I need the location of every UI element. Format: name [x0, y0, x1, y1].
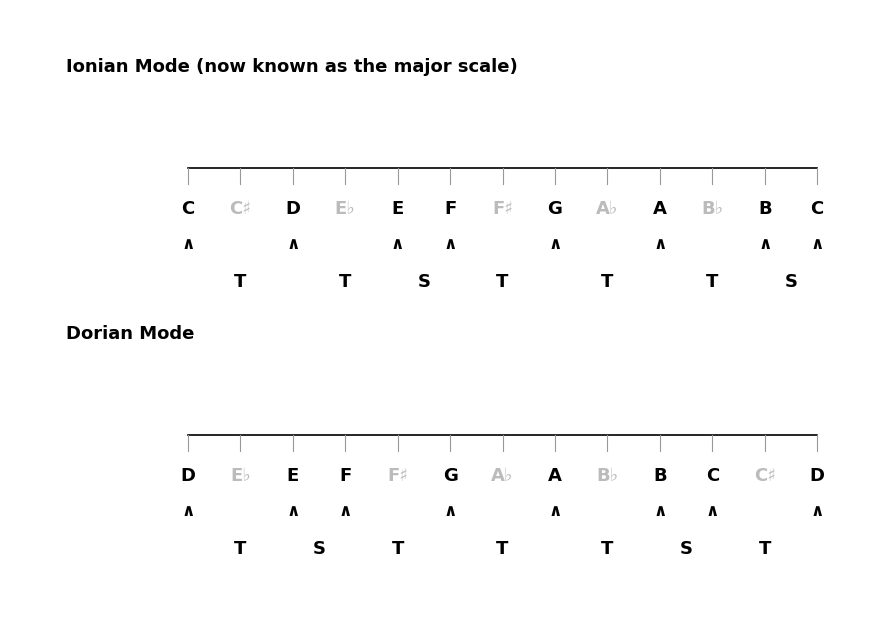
Text: ∧: ∧ — [653, 502, 667, 519]
Text: ∧: ∧ — [810, 235, 824, 253]
Text: C♯: C♯ — [229, 200, 252, 218]
Text: D: D — [809, 467, 825, 485]
Text: T: T — [601, 540, 614, 558]
Text: E: E — [287, 467, 299, 485]
Text: ∧: ∧ — [391, 235, 405, 253]
Text: T: T — [234, 273, 246, 291]
Text: ∧: ∧ — [653, 235, 667, 253]
Text: A: A — [548, 467, 562, 485]
Text: A♭: A♭ — [491, 467, 514, 485]
Text: C: C — [181, 200, 195, 218]
Text: F: F — [444, 200, 456, 218]
Text: S: S — [418, 273, 430, 291]
Text: D: D — [180, 467, 196, 485]
Text: E♭: E♭ — [230, 467, 251, 485]
Text: T: T — [496, 273, 509, 291]
Text: ∧: ∧ — [338, 502, 352, 519]
Text: A♭: A♭ — [596, 200, 619, 218]
Text: ∧: ∧ — [758, 235, 772, 253]
Text: G: G — [547, 200, 563, 218]
Text: T: T — [339, 273, 351, 291]
Text: C: C — [705, 467, 719, 485]
Text: G: G — [442, 467, 458, 485]
Text: ∧: ∧ — [548, 235, 562, 253]
Text: C: C — [810, 200, 824, 218]
Text: ∧: ∧ — [443, 502, 457, 519]
Text: T: T — [759, 540, 771, 558]
Text: ∧: ∧ — [548, 502, 562, 519]
Text: F♯: F♯ — [492, 200, 513, 218]
Text: B♭: B♭ — [701, 200, 724, 218]
Text: T: T — [706, 273, 718, 291]
Text: ∧: ∧ — [286, 235, 300, 253]
Text: Dorian Mode: Dorian Mode — [66, 325, 194, 343]
Text: T: T — [234, 540, 246, 558]
Text: T: T — [496, 540, 509, 558]
Text: ∧: ∧ — [286, 502, 300, 519]
Text: ∧: ∧ — [810, 502, 824, 519]
Text: B: B — [653, 467, 667, 485]
Text: T: T — [392, 540, 404, 558]
Text: S: S — [785, 273, 797, 291]
Text: C♯: C♯ — [753, 467, 776, 485]
Text: ∧: ∧ — [181, 235, 195, 253]
Text: D: D — [285, 200, 301, 218]
Text: F♯: F♯ — [387, 467, 408, 485]
Text: F: F — [339, 467, 351, 485]
Text: ∧: ∧ — [181, 502, 195, 519]
Text: S: S — [680, 540, 692, 558]
Text: T: T — [601, 273, 614, 291]
Text: E: E — [392, 200, 404, 218]
Text: E♭: E♭ — [335, 200, 356, 218]
Text: A: A — [653, 200, 667, 218]
Text: Ionian Mode (now known as the major scale): Ionian Mode (now known as the major scal… — [66, 58, 517, 76]
Text: S: S — [313, 540, 325, 558]
Text: B: B — [758, 200, 772, 218]
Text: B♭: B♭ — [596, 467, 619, 485]
Text: ∧: ∧ — [705, 502, 719, 519]
Text: ∧: ∧ — [443, 235, 457, 253]
